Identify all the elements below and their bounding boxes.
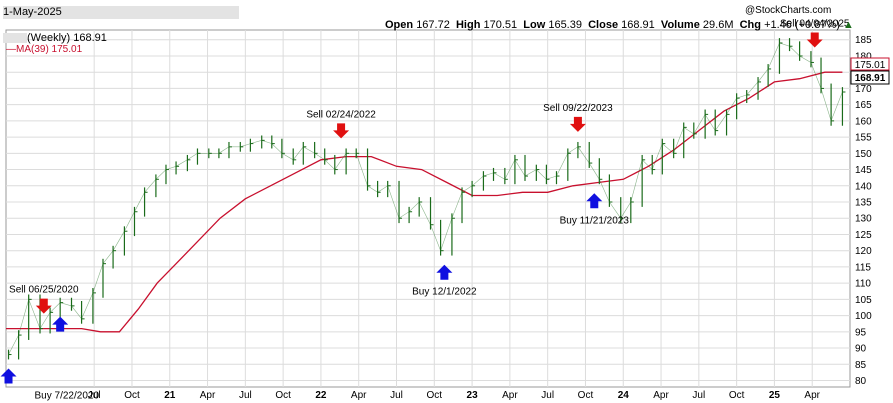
x-tick-label: Oct xyxy=(124,390,140,401)
x-tick-label: Oct xyxy=(427,390,443,401)
x-tick-label: Jul xyxy=(239,390,252,401)
ma-legend: —MA(39) 175.01 xyxy=(6,44,82,55)
buy-arrow-icon xyxy=(436,264,453,280)
ma-legend-label: MA(39) 175.01 xyxy=(16,44,83,55)
y-tick-label: 100 xyxy=(855,311,872,322)
x-tick-label: 23 xyxy=(467,390,479,401)
ma-layer xyxy=(6,71,843,333)
y-tick-label: 170 xyxy=(855,84,872,95)
y-tick-label: 110 xyxy=(855,279,871,290)
y-tick-label: 105 xyxy=(855,295,872,306)
buy-arrow-icon xyxy=(0,368,17,384)
tag-layer: 175.01 168.91 xyxy=(850,57,890,85)
ma-line xyxy=(6,71,843,333)
volume-label: Volume xyxy=(660,19,700,31)
high-label: High xyxy=(455,19,481,31)
x-tick-label: Oct xyxy=(729,390,745,401)
header-date: 1-May-2025 xyxy=(3,6,62,18)
x-tick-label: Apr xyxy=(804,390,820,401)
sell-arrow-icon xyxy=(333,123,350,139)
sell-annotation-label: Sell 04/04/2025 xyxy=(780,18,850,29)
y-tick-label: 185 xyxy=(855,35,872,46)
y-tick-label: 140 xyxy=(855,181,872,192)
y-tick-label: 80 xyxy=(855,376,867,387)
y-tick-label: 180 xyxy=(855,51,872,62)
y-tick-label: 155 xyxy=(855,133,872,144)
chg-label: Chg xyxy=(739,19,761,31)
volume-value: 29.6M xyxy=(702,19,734,31)
chg-value: +1.46 (+0.87%) xyxy=(764,19,840,31)
x-tick-label: 24 xyxy=(618,390,630,401)
symbol-redacted xyxy=(3,33,27,43)
low-value: 165.39 xyxy=(548,19,582,31)
watermark: @StockCharts.com xyxy=(745,5,832,16)
y-tick-label: 160 xyxy=(855,116,872,127)
x-tick-label: Jul xyxy=(88,390,101,401)
y-tick-label: 120 xyxy=(855,246,872,257)
buy-annotation-label: Buy 7/22/2020 xyxy=(35,391,100,402)
sell-arrow-icon xyxy=(569,116,586,132)
sell-annotation-label: Sell 09/22/2023 xyxy=(543,103,613,114)
y-tick-label: 115 xyxy=(855,262,871,273)
price-line xyxy=(8,42,843,355)
y-tick-label: 130 xyxy=(855,214,872,225)
x-tick-label: Apr xyxy=(351,390,367,401)
close-value-tag: 168.91 xyxy=(855,73,886,84)
x-tick-label: 22 xyxy=(315,390,327,401)
series-legend: (Weekly) 168.91 xyxy=(27,32,107,44)
buy-arrow-icon xyxy=(52,316,69,332)
chg-up-icon: ▲ xyxy=(842,19,854,31)
open-label: Open xyxy=(385,19,414,31)
symbol-name-redacted xyxy=(3,6,239,19)
y-tick-label: 150 xyxy=(855,149,872,160)
price-layer xyxy=(7,38,846,360)
low-label: Low xyxy=(523,19,546,31)
y-tick-label: 125 xyxy=(855,230,872,241)
open-value: 167.72 xyxy=(416,19,450,31)
y-tick-label: 145 xyxy=(855,165,872,176)
y-tick-label: 95 xyxy=(855,327,867,338)
buy-annotation-label: Buy 11/21/2023 xyxy=(560,215,630,226)
x-tick-label: Apr xyxy=(502,390,518,401)
sell-annotation-label: Sell 06/25/2020 xyxy=(9,285,79,296)
ma-value-tag: 175.01 xyxy=(855,60,886,71)
close-label: Close xyxy=(588,19,619,31)
plot-frame xyxy=(5,29,851,388)
ohlc-bar: Open 167.72 High 170.51 Low 165.39 Close… xyxy=(385,19,854,31)
sell-arrow-icon xyxy=(35,298,52,314)
axis-layer: 80 85 90 95 100 105 110 115 120 125 130 135 140 145 15… xyxy=(88,35,872,401)
ma-legend-swatch-icon: — xyxy=(6,44,16,55)
y-tick-label: 135 xyxy=(855,198,872,209)
x-tick-label: Apr xyxy=(653,390,669,401)
x-tick-label: Jul xyxy=(692,390,705,401)
x-tick-label: Jul xyxy=(541,390,554,401)
x-tick-label: 25 xyxy=(769,390,781,401)
close-value-tag-box xyxy=(850,70,890,85)
sell-annotation-label: Sell 02/24/2022 xyxy=(306,109,376,120)
annotation-layer: Sell 06/25/2020 Buy 7/22/2020 Sell 02/24/2… xyxy=(0,18,850,402)
sell-arrow-icon xyxy=(806,32,823,48)
x-tick-label: Oct xyxy=(275,390,291,401)
x-tick-label: Oct xyxy=(578,390,594,401)
x-tick-label: 21 xyxy=(164,390,176,401)
y-tick-label: 85 xyxy=(855,360,867,371)
buy-annotation-label: Buy 12/1/2022 xyxy=(412,287,477,298)
y-tick-label: 165 xyxy=(855,100,872,111)
x-tick-label: Apr xyxy=(200,390,216,401)
x-tick-label: Jul xyxy=(390,390,403,401)
y-tick-label: 90 xyxy=(855,344,867,355)
grid-layer xyxy=(6,30,850,387)
ma-value-tag-box xyxy=(850,57,890,71)
close-value: 168.91 xyxy=(621,19,655,31)
buy-arrow-icon xyxy=(586,193,603,209)
high-value: 170.51 xyxy=(483,19,518,31)
